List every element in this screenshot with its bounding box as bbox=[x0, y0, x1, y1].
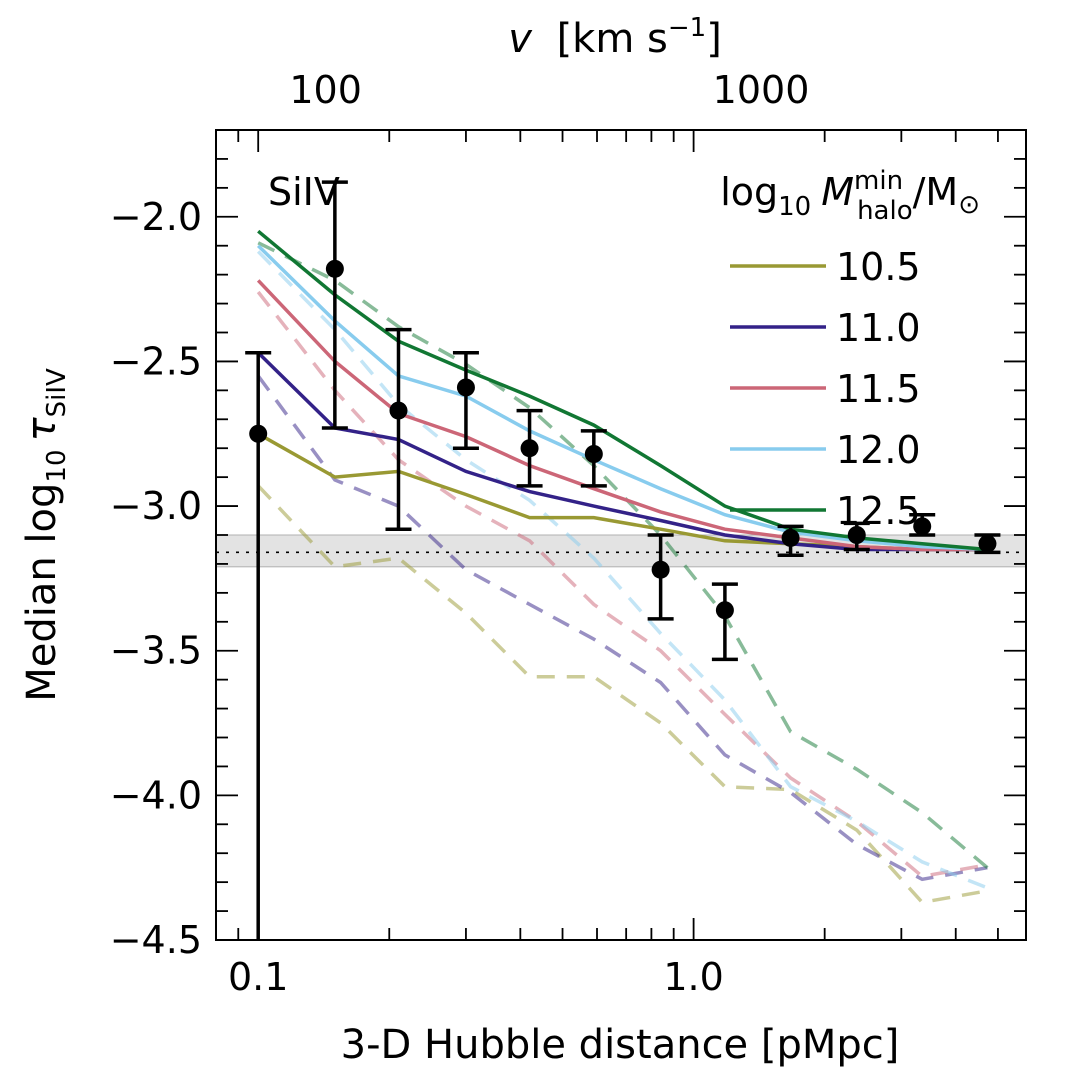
legend-title-unit: /M bbox=[913, 170, 959, 214]
y-tick-label: −2.5 bbox=[110, 339, 202, 383]
legend-title-halo: halo bbox=[857, 196, 913, 226]
data-point bbox=[651, 560, 670, 579]
y-tick-label: −2.0 bbox=[110, 195, 202, 239]
y-tick-label: −4.5 bbox=[110, 918, 202, 962]
ticks-layer bbox=[215, 129, 1026, 941]
data-point bbox=[978, 534, 997, 553]
series-layer bbox=[256, 229, 989, 905]
ion-annotation: SiIV bbox=[268, 170, 340, 214]
data-point bbox=[389, 401, 408, 420]
legend-title-log-sub: 10 bbox=[778, 192, 811, 222]
top-tick-label: 100 bbox=[289, 68, 362, 112]
data-point bbox=[781, 528, 800, 547]
legend-entries: 10.5 11.0 11.5 12.0 12.5 bbox=[730, 245, 921, 533]
data-point bbox=[249, 424, 268, 443]
y-tick-label: −3.0 bbox=[110, 484, 202, 528]
data-points-layer bbox=[245, 180, 1001, 940]
plot-frame bbox=[215, 129, 1027, 941]
y-axis-prefix: Median log bbox=[19, 483, 65, 702]
legend-title-m: M bbox=[821, 170, 854, 214]
series-dashed-12.0 bbox=[256, 250, 989, 890]
series-dashed-11.5 bbox=[256, 290, 988, 879]
data-point bbox=[325, 259, 344, 278]
legend-label-12.5: 12.5 bbox=[836, 489, 921, 533]
series-solid-12.0 bbox=[256, 244, 988, 552]
tick-labels-layer: 0.1 1.0 100 1000 −2.0 −2.5 −3.0 −3.5 −4.0 −4.5 bbox=[110, 68, 810, 999]
legend-label-11.0: 11.0 bbox=[836, 306, 921, 350]
top-axis-title: v [km s−1] bbox=[508, 13, 722, 62]
y-axis-tau-sub: SiIV bbox=[42, 368, 72, 417]
top-tick-label: 1000 bbox=[713, 68, 810, 112]
legend-label-11.5: 11.5 bbox=[836, 367, 921, 411]
y-axis-tau: τ bbox=[19, 417, 65, 442]
x-tick-label: 1.0 bbox=[663, 955, 723, 999]
data-point bbox=[520, 439, 539, 458]
top-axis-units: [km s bbox=[557, 16, 668, 62]
series-dashed-11.0 bbox=[256, 374, 988, 882]
y-axis-log-sub: 10 bbox=[42, 450, 72, 483]
legend-title-log: log bbox=[720, 170, 778, 214]
legend-title-min: min bbox=[854, 166, 903, 196]
data-point bbox=[715, 601, 734, 620]
legend-label-12.0: 12.0 bbox=[836, 428, 921, 472]
top-axis-var: v bbox=[508, 16, 533, 62]
series-dashed-10.5 bbox=[256, 484, 988, 905]
data-point bbox=[584, 445, 603, 463]
legend-label-10.5: 10.5 bbox=[836, 245, 921, 289]
series-solid-12.5 bbox=[257, 229, 988, 552]
data-point bbox=[456, 378, 475, 397]
x-tick-label: 0.1 bbox=[228, 955, 288, 999]
y-tick-label: −4.0 bbox=[110, 773, 202, 817]
y-axis-title: Median log10 τSiIV bbox=[19, 368, 72, 702]
data-point bbox=[847, 526, 866, 544]
y-tick-label: −3.5 bbox=[110, 629, 202, 673]
series-solid-11.5 bbox=[256, 279, 988, 552]
legend-title-sun: ⊙ bbox=[958, 190, 980, 220]
top-axis-exponent: −1 bbox=[668, 13, 706, 43]
top-axis-close: ] bbox=[706, 16, 722, 62]
legend: log10 Mmin halo/M⊙ 10.5 11.0 11.5 12.0 12.5 bbox=[720, 166, 980, 533]
x-axis-title: 3-D Hubble distance [pMpc] bbox=[341, 1022, 900, 1068]
data-point bbox=[913, 517, 932, 536]
legend-title: log10 Mmin halo/M⊙ bbox=[720, 166, 980, 226]
